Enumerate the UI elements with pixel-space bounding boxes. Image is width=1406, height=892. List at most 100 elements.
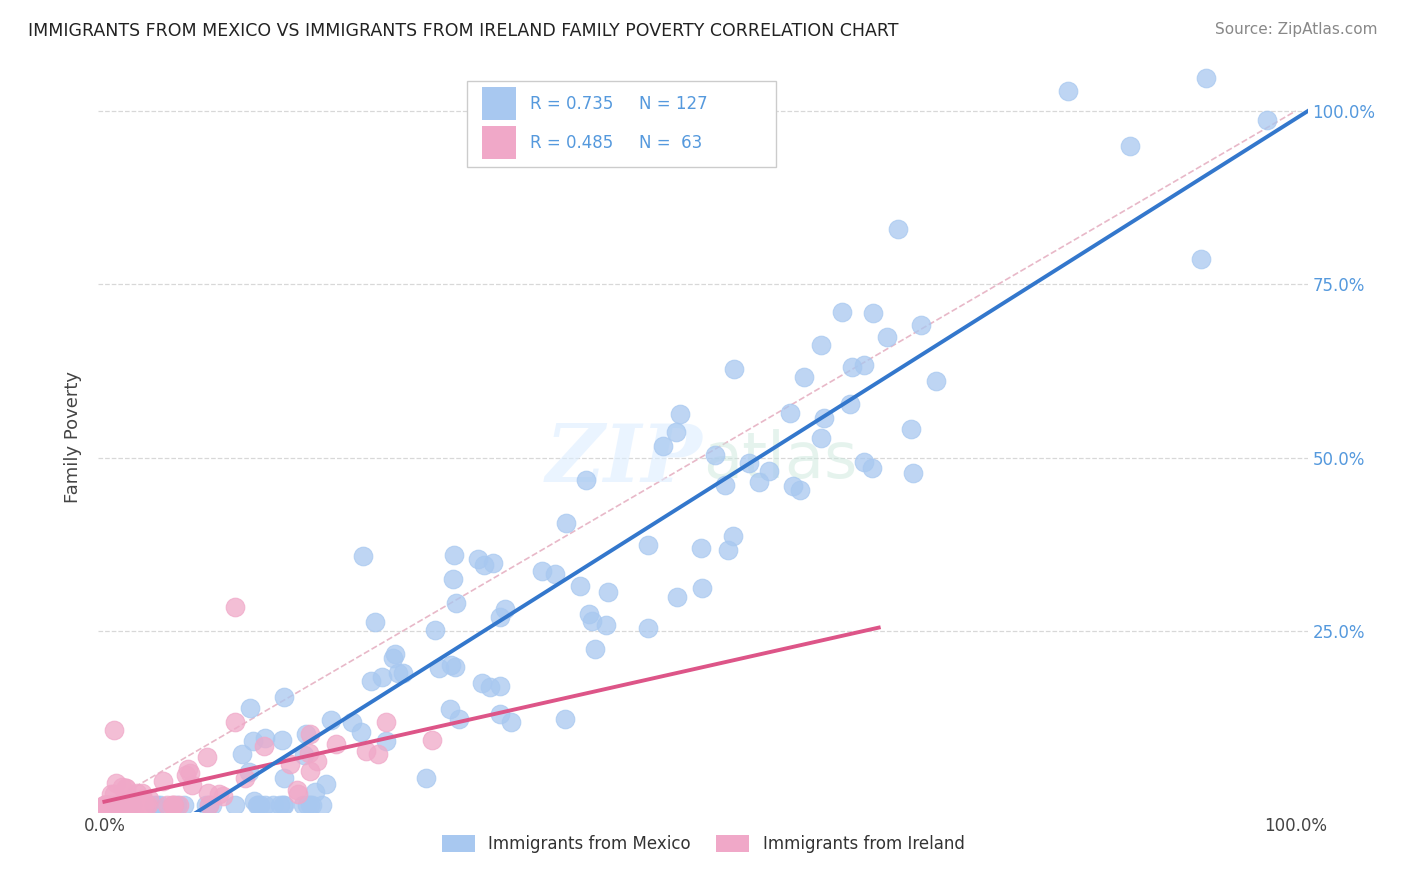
Point bbox=[160, 797, 183, 812]
Point bbox=[278, 757, 301, 772]
Point bbox=[479, 680, 502, 694]
Point bbox=[103, 787, 125, 801]
Point bbox=[782, 479, 804, 493]
Point bbox=[167, 797, 190, 812]
Point bbox=[163, 797, 186, 812]
Point bbox=[723, 529, 745, 543]
Point bbox=[501, 714, 523, 729]
Point bbox=[179, 766, 201, 780]
Point bbox=[581, 614, 603, 628]
Point bbox=[238, 765, 260, 780]
Legend: Immigrants from Mexico, Immigrants from Ireland: Immigrants from Mexico, Immigrants from … bbox=[434, 828, 972, 860]
Point bbox=[299, 797, 322, 812]
Point bbox=[105, 797, 128, 812]
Point bbox=[104, 797, 127, 812]
Point bbox=[173, 797, 195, 812]
Point bbox=[578, 607, 600, 621]
Point bbox=[134, 797, 156, 812]
Point bbox=[110, 797, 132, 812]
Point bbox=[195, 749, 218, 764]
Point bbox=[841, 359, 863, 374]
Point bbox=[114, 781, 136, 796]
Point bbox=[1056, 84, 1078, 98]
Point bbox=[273, 772, 295, 786]
Point bbox=[254, 731, 277, 746]
Point bbox=[121, 797, 143, 812]
Point bbox=[111, 797, 134, 812]
Point bbox=[384, 647, 406, 661]
Point bbox=[375, 715, 398, 730]
Point bbox=[595, 617, 617, 632]
Point bbox=[120, 797, 142, 812]
Point bbox=[249, 797, 271, 812]
Point bbox=[224, 715, 246, 730]
Point bbox=[121, 797, 143, 812]
Point bbox=[254, 797, 277, 812]
Point bbox=[111, 797, 134, 812]
Point bbox=[114, 797, 136, 812]
Point bbox=[311, 797, 333, 812]
Point bbox=[575, 473, 598, 487]
Point bbox=[925, 375, 948, 389]
Point bbox=[292, 747, 315, 762]
Point bbox=[758, 464, 780, 478]
Point bbox=[349, 725, 371, 739]
Point bbox=[793, 370, 815, 384]
Point bbox=[211, 789, 233, 804]
Point bbox=[488, 706, 510, 721]
Point bbox=[135, 797, 157, 812]
Point bbox=[262, 797, 284, 812]
Point bbox=[853, 358, 876, 372]
Point bbox=[136, 797, 159, 812]
Point bbox=[488, 609, 510, 624]
Point bbox=[107, 797, 129, 812]
Point bbox=[239, 700, 262, 714]
Point bbox=[423, 624, 446, 638]
Point bbox=[307, 754, 329, 768]
Point bbox=[449, 712, 471, 726]
Point bbox=[482, 557, 505, 571]
Point bbox=[247, 797, 270, 812]
Point bbox=[831, 305, 853, 319]
Point bbox=[637, 538, 659, 552]
Point bbox=[427, 661, 450, 675]
Point bbox=[714, 477, 737, 491]
Point bbox=[125, 786, 148, 800]
Point bbox=[292, 797, 315, 812]
Point bbox=[489, 679, 512, 693]
Point bbox=[690, 582, 713, 596]
Point bbox=[652, 440, 675, 454]
Point bbox=[1256, 113, 1278, 128]
Point bbox=[444, 596, 467, 610]
Point bbox=[886, 222, 908, 236]
Point bbox=[115, 797, 138, 812]
Point bbox=[105, 776, 128, 790]
Point bbox=[1119, 139, 1142, 153]
Point bbox=[319, 713, 342, 727]
Point bbox=[690, 541, 713, 556]
Point bbox=[367, 747, 389, 762]
Point bbox=[315, 776, 337, 790]
Point bbox=[596, 585, 619, 599]
Point bbox=[325, 737, 347, 751]
Point bbox=[94, 797, 117, 812]
Point bbox=[115, 780, 138, 795]
Y-axis label: Family Poverty: Family Poverty bbox=[65, 371, 83, 503]
Point bbox=[231, 747, 253, 761]
Point bbox=[242, 733, 264, 747]
Point bbox=[467, 552, 489, 566]
Point bbox=[298, 727, 321, 741]
Point bbox=[301, 797, 323, 812]
Point bbox=[224, 600, 246, 615]
Point bbox=[197, 786, 219, 800]
Text: atlas: atlas bbox=[703, 428, 858, 491]
Text: ZIP: ZIP bbox=[546, 421, 703, 499]
Point bbox=[910, 318, 932, 333]
Point bbox=[900, 422, 922, 436]
Point bbox=[180, 778, 202, 792]
Point bbox=[569, 579, 592, 593]
Point bbox=[120, 797, 142, 812]
Point bbox=[114, 793, 136, 807]
Point bbox=[704, 449, 727, 463]
Point bbox=[304, 785, 326, 799]
